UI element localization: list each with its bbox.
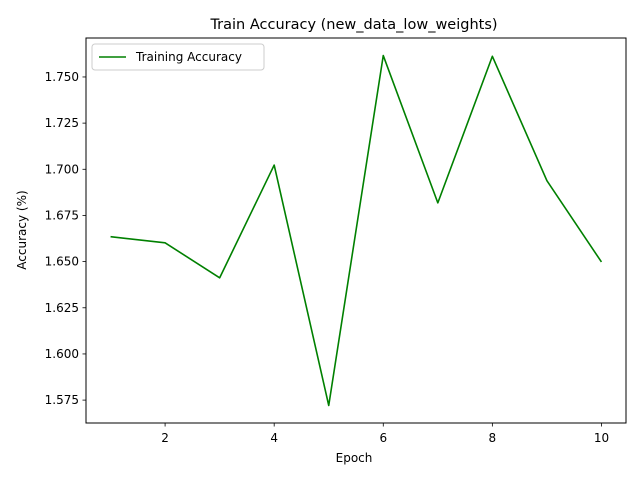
- y-axis: 1.575 1.600 1.625 1.650 1.675 1.700 1.725 1.750: [45, 70, 86, 407]
- y-tick-label: 1.625: [45, 301, 79, 315]
- y-tick-label: 1.650: [45, 255, 79, 269]
- chart-title: Train Accuracy (new_data_low_weights): [209, 17, 497, 33]
- x-tick-label: 6: [379, 431, 387, 445]
- y-tick-label: 1.675: [45, 208, 79, 222]
- y-tick-label: 1.725: [45, 116, 79, 130]
- y-axis-title: Accuracy (%): [15, 190, 29, 269]
- series-line-training-accuracy: [110, 54, 603, 407]
- x-tick-label: 2: [161, 431, 169, 445]
- legend-box: [91, 43, 265, 71]
- x-tick-label: 10: [594, 431, 609, 445]
- x-axis-title: Epoch: [336, 451, 373, 465]
- series-layer: [110, 54, 603, 407]
- y-tick-label: 1.575: [45, 393, 79, 407]
- y-tick-label: 1.600: [45, 347, 79, 361]
- x-axis: 2 4 6 8 10: [161, 423, 609, 445]
- x-tick-label: 4: [270, 431, 278, 445]
- legend: Training Accuracy: [91, 43, 265, 71]
- x-tick-label: 8: [489, 431, 497, 445]
- y-tick-label: 1.750: [45, 70, 79, 84]
- legend-label: Training Accuracy: [135, 50, 242, 64]
- y-tick-label: 1.700: [45, 162, 79, 176]
- plot-frame: [85, 37, 627, 424]
